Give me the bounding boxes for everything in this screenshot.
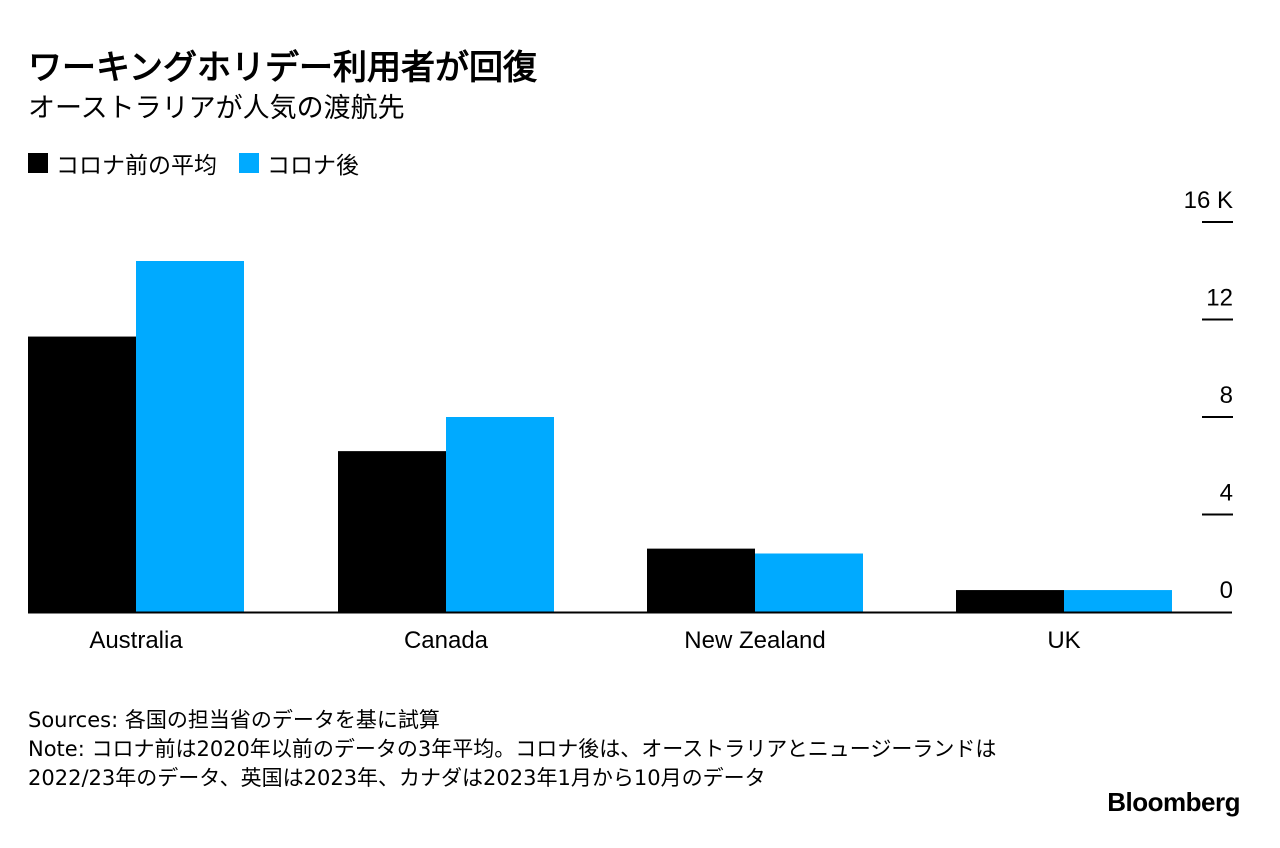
bar-chart: Australia Canada New Zealand UK 16 K 12 8 4 0 (28, 187, 1233, 654)
legend-label-pre-covid: コロナ前の平均 (56, 153, 217, 179)
footnote: Sources: 各国の担当省のデータを基に試算 Note: コロナ前は2020… (28, 706, 1018, 793)
bar-new-zealand-post-covid (755, 553, 863, 612)
bar-canada-pre-covid (338, 451, 446, 612)
legend-label-post-covid: コロナ後 (267, 153, 359, 179)
note-text: Note: コロナ前は2020年以前のデータの3年平均。コロナ後は、オーストラリ… (28, 737, 997, 790)
legend-swatch-pre-covid (28, 153, 48, 173)
sources-text: Sources: 各国の担当省のデータを基に試算 (28, 708, 440, 732)
bar-canada-post-covid (446, 417, 554, 612)
chart-subtitle: オーストラリアが人気の渡航先 (28, 93, 405, 124)
x-tick-label: Canada (404, 627, 489, 654)
legend-item-post-covid: コロナ後 (239, 146, 359, 180)
bar-uk-pre-covid (956, 590, 1064, 612)
x-tick-label: UK (1047, 627, 1080, 654)
y-tick-label: 8 (1220, 382, 1233, 409)
chart-title: ワーキングホリデー利用者が回復 (28, 48, 537, 88)
legend-swatch-post-covid (239, 153, 259, 173)
legend: コロナ前の平均 コロナ後 (28, 146, 381, 180)
y-tick-label: 12 (1206, 285, 1233, 312)
bloomberg-logo: Bloomberg (1107, 787, 1240, 817)
bar-new-zealand-pre-covid (647, 548, 755, 612)
y-tick-label: 0 (1220, 577, 1233, 604)
bar-australia-post-covid (136, 261, 244, 612)
legend-item-pre-covid: コロナ前の平均 (28, 146, 217, 180)
x-tick-label: Australia (89, 627, 183, 654)
bar-uk-post-covid (1064, 590, 1172, 612)
x-tick-label: New Zealand (684, 627, 825, 654)
y-tick-label: 4 (1220, 480, 1233, 507)
bar-australia-pre-covid (28, 336, 136, 612)
y-tick-label: 16 K (1184, 187, 1233, 214)
